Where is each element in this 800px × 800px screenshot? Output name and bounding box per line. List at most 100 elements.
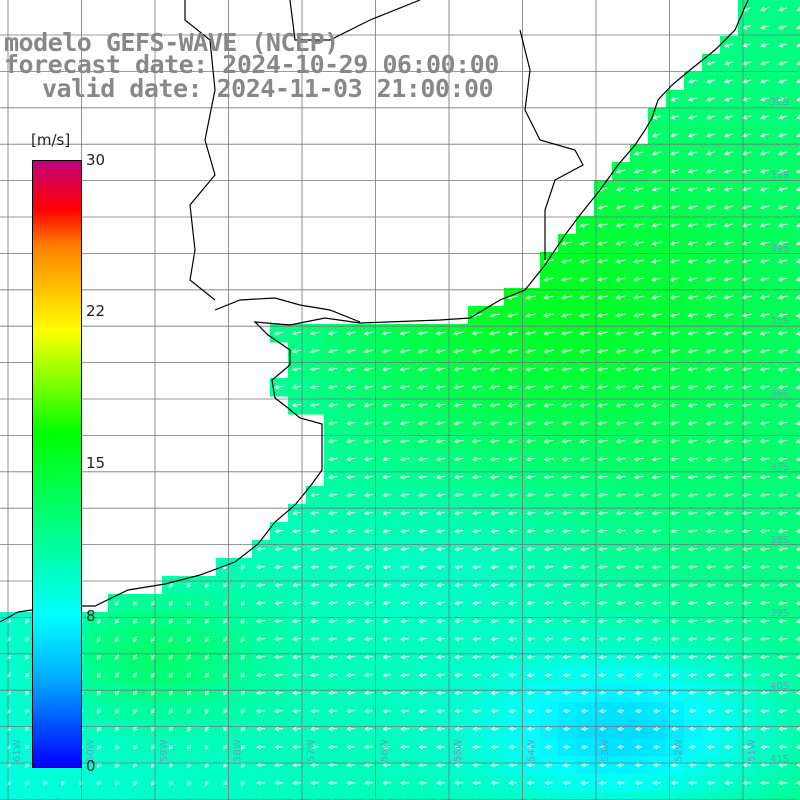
wind-arrow	[382, 618, 391, 624]
wind-cell	[288, 792, 307, 800]
wind-arrow	[273, 636, 284, 642]
wind-arrow	[616, 780, 625, 786]
wind-arrow	[561, 402, 572, 408]
wind-arrow	[724, 762, 733, 768]
wind-arrow	[651, 456, 662, 462]
wind-arrow	[346, 672, 355, 678]
wind-arrow	[417, 456, 428, 462]
wind-arrow	[544, 690, 553, 696]
wind-arrow	[97, 762, 102, 768]
wind-arrow	[222, 654, 228, 661]
wind-arrow	[759, 169, 770, 174]
wind-arrow	[310, 744, 319, 750]
wind-arrow	[292, 600, 301, 606]
wind-arrow	[543, 349, 554, 354]
wind-arrow	[795, 366, 800, 372]
wind-arrow	[795, 187, 800, 192]
colorbar-tick-0: 0	[86, 757, 96, 775]
wind-arrow	[525, 295, 536, 300]
wind-arrow	[760, 780, 770, 786]
wind-arrow	[525, 456, 536, 462]
wind-arrow	[168, 744, 174, 750]
wind-arrow	[255, 672, 266, 678]
wind-arrow	[400, 618, 409, 624]
wind-arrow	[327, 438, 338, 444]
wind-vectors	[7, 6, 800, 800]
wind-arrow	[652, 690, 661, 696]
wind-arrow	[310, 564, 319, 570]
wind-arrow	[381, 384, 392, 390]
wind-arrow	[256, 546, 265, 552]
wind-arrow	[204, 744, 210, 750]
wind-cell	[396, 792, 415, 800]
wind-arrow	[687, 564, 698, 570]
wind-cell	[792, 0, 800, 19]
wind-arrow	[795, 223, 800, 228]
wind-arrow	[760, 61, 770, 66]
wind-arrow	[186, 582, 192, 588]
wind-arrow	[418, 618, 427, 624]
wind-arrow	[436, 762, 445, 768]
wind-cell	[792, 522, 800, 541]
wind-arrow	[562, 780, 571, 786]
wind-arrow	[526, 708, 535, 714]
wind-arrow	[436, 582, 445, 588]
wind-arrow	[132, 654, 138, 661]
wind-arrow	[651, 420, 662, 426]
wind-arrow	[309, 366, 320, 372]
wind-arrow	[489, 385, 500, 390]
wind-arrow	[525, 438, 536, 444]
wind-arrow	[292, 654, 302, 660]
wind-arrow	[25, 654, 30, 660]
wind-arrow	[670, 708, 679, 714]
wind-arrow	[723, 474, 734, 480]
wind-arrow	[669, 169, 680, 174]
lon-label: 57W	[306, 739, 317, 762]
wind-arrow	[363, 384, 374, 390]
wind-arrow	[777, 510, 788, 516]
wind-arrow	[454, 636, 463, 642]
wind-arrow	[222, 582, 228, 588]
wind-cell	[792, 180, 800, 199]
wind-arrow	[561, 474, 572, 480]
wind-arrow	[364, 600, 373, 606]
wind-arrow	[759, 474, 770, 480]
wind-arrow	[97, 780, 102, 786]
wind-arrow	[454, 564, 463, 570]
wind-arrow	[669, 402, 680, 408]
wind-arrow	[795, 654, 800, 660]
wind-arrow	[507, 456, 518, 462]
wind-arrow	[291, 330, 302, 336]
wind-arrow	[634, 780, 643, 786]
wind-arrow	[705, 205, 716, 210]
wind-arrow	[223, 762, 228, 768]
wind-arrow	[186, 672, 192, 679]
wind-arrow	[310, 672, 320, 678]
wind-arrow	[256, 564, 265, 570]
wind-cell	[792, 504, 800, 523]
wind-arrow	[418, 672, 427, 678]
wind-arrow	[292, 546, 301, 552]
wind-cell	[522, 792, 541, 800]
wind-arrow	[274, 690, 284, 696]
wind-arrow	[205, 780, 210, 786]
wind-arrow	[508, 654, 517, 660]
wind-cell	[792, 576, 800, 595]
wind-arrow	[400, 510, 410, 516]
wind-cell	[0, 792, 19, 800]
wind-arrow	[651, 223, 662, 228]
wind-arrow	[472, 528, 481, 534]
wind-arrow	[597, 474, 608, 480]
wind-arrow	[777, 366, 788, 372]
wind-arrow	[651, 438, 662, 444]
wind-arrow	[382, 744, 391, 750]
wind-arrow	[561, 331, 572, 336]
wind-arrow	[777, 223, 788, 228]
wind-arrow	[615, 205, 626, 210]
wind-arrow	[453, 402, 464, 408]
wind-arrow	[240, 744, 246, 750]
wind-arrow	[777, 205, 788, 210]
wind-cell	[792, 360, 800, 379]
wind-arrow	[328, 654, 338, 660]
wind-arrow	[400, 672, 409, 678]
